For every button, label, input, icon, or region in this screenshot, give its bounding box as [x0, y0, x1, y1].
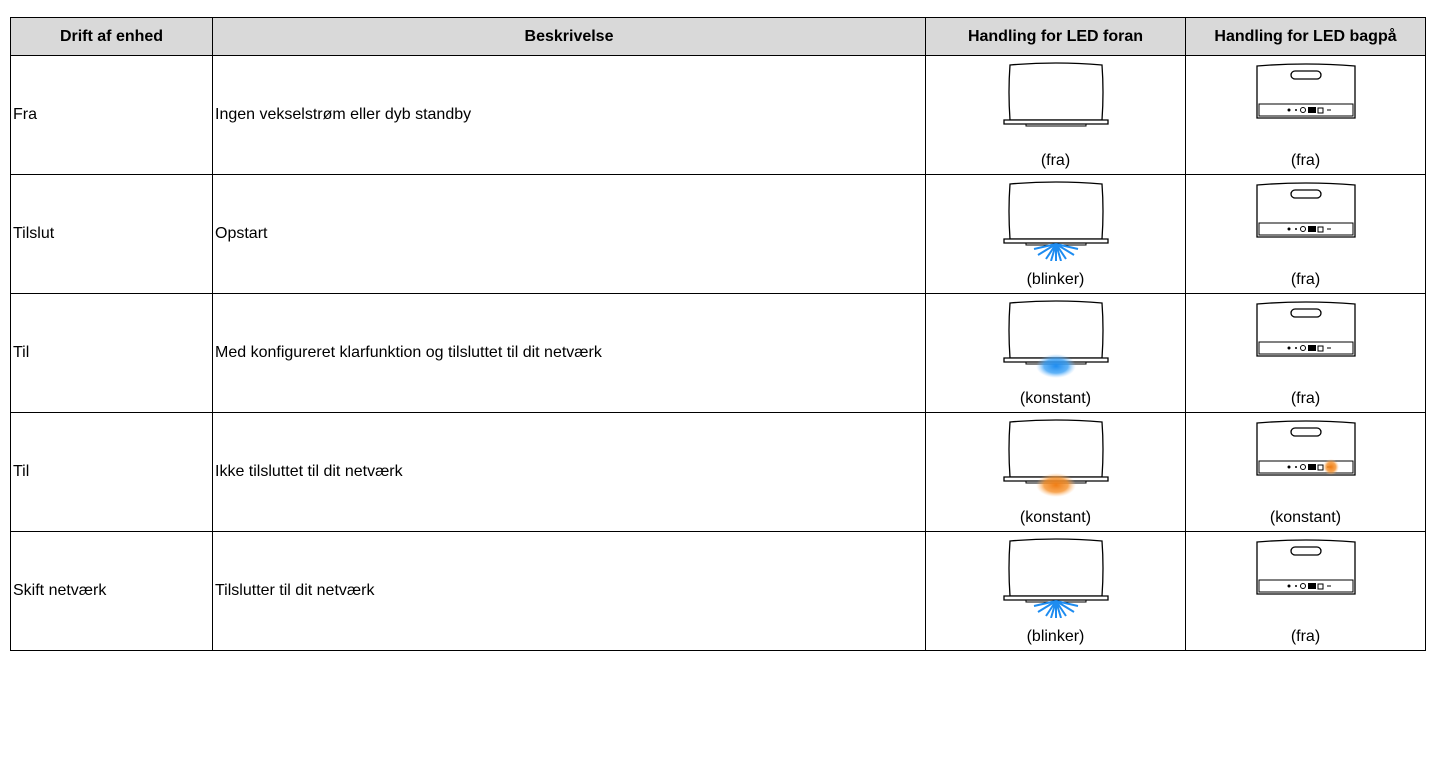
front-caption: (blinker): [1026, 628, 1085, 645]
state: Skift netværk: [10, 531, 213, 651]
back-caption: (fra): [1290, 390, 1321, 407]
row: Skift netværk Tilslutter til dit netværk…: [10, 531, 1426, 651]
back-icon: [1251, 538, 1361, 608]
header-row: Drift af enhed Beskrivelse Handling for …: [10, 17, 1426, 56]
state: Til: [10, 293, 213, 413]
row: Fra Ingen vekselstrøm eller dyb standby …: [10, 55, 1426, 175]
front-icon: [996, 538, 1116, 618]
header-cell: Beskrivelse: [212, 17, 926, 56]
row: Til Med konfigureret klarfunktion og til…: [10, 293, 1426, 413]
back-icon: [1251, 62, 1361, 132]
front-caption: (konstant): [1019, 509, 1092, 526]
front-caption: (fra): [1040, 152, 1071, 169]
back-caption: (fra): [1290, 628, 1321, 645]
row: Til Ikke tilsluttet til dit netværk (kon…: [10, 412, 1426, 532]
back-icon: [1251, 419, 1361, 489]
description: Med konfigureret klarfunktion og tilslut…: [212, 293, 926, 413]
description: Tilslutter til dit netværk: [212, 531, 926, 651]
front-caption: (blinker): [1026, 271, 1085, 288]
row: Tilslut Opstart (blinker) (fra): [10, 174, 1426, 294]
front-icon: [996, 300, 1116, 378]
state: Fra: [10, 55, 213, 175]
front-caption: (konstant): [1019, 390, 1092, 407]
header-cell: Drift af enhed: [10, 17, 213, 56]
description: Ingen vekselstrøm eller dyb standby: [212, 55, 926, 175]
back-caption: (fra): [1290, 271, 1321, 288]
back-caption: (konstant): [1269, 509, 1342, 526]
back-icon: [1251, 300, 1361, 370]
state: Tilslut: [10, 174, 213, 294]
back-icon: [1251, 181, 1361, 251]
header-cell: Handling for LED bagpå: [1185, 17, 1426, 56]
back-caption: (fra): [1290, 152, 1321, 169]
description: Opstart: [212, 174, 926, 294]
front-icon: [996, 62, 1116, 142]
front-icon: [996, 419, 1116, 497]
description: Ikke tilsluttet til dit netværk: [212, 412, 926, 532]
state: Til: [10, 412, 213, 532]
header-cell: Handling for LED foran: [925, 17, 1186, 56]
led-table: Drift af enhed Beskrivelse Handling for …: [10, 17, 1426, 651]
front-icon: [996, 181, 1116, 261]
